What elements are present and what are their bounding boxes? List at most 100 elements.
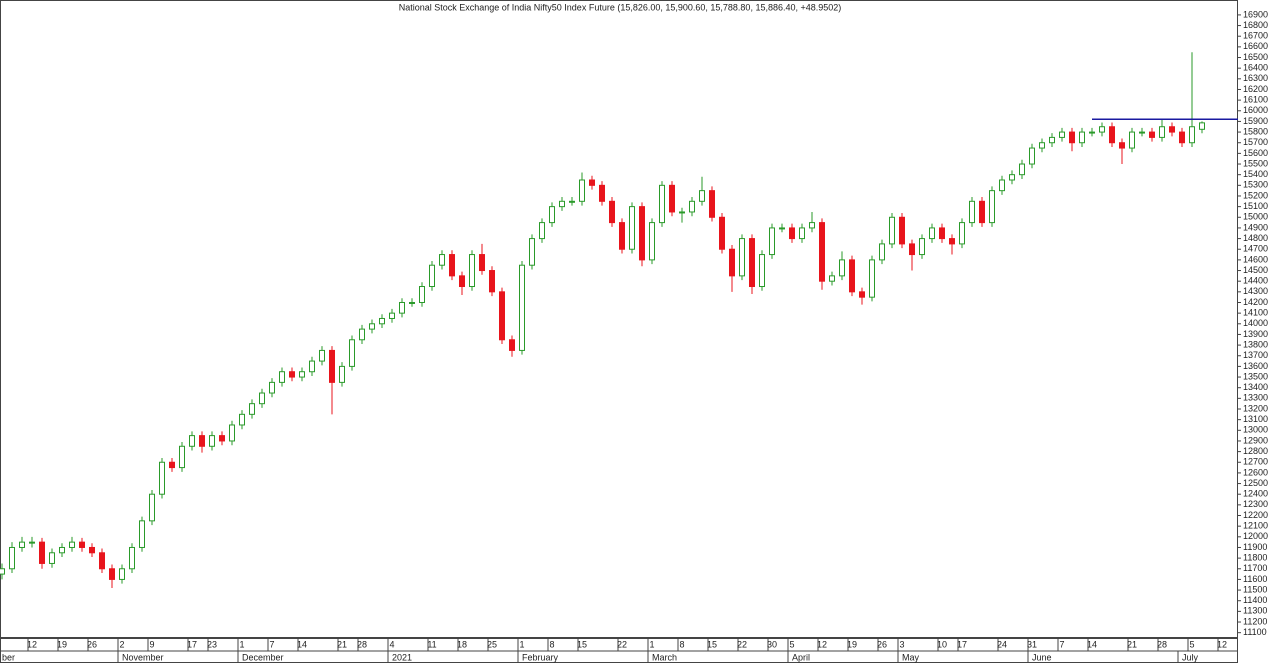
candle-body — [1159, 126, 1165, 138]
x-tick-label: 25 — [487, 639, 497, 649]
y-tick-label: 12000 — [1243, 531, 1268, 541]
y-tick-label: 13900 — [1243, 329, 1268, 339]
candle-body — [449, 254, 455, 277]
candle-body — [1009, 174, 1015, 181]
candle-body — [339, 365, 345, 383]
candle-body — [1079, 131, 1085, 144]
chart-title: National Stock Exchange of India Nifty50… — [399, 2, 842, 12]
candle-body — [1199, 122, 1205, 130]
x-tick-label: 7 — [1059, 639, 1064, 649]
candle-body — [249, 403, 255, 415]
candle-body — [359, 328, 365, 341]
month-label: June — [1032, 652, 1052, 662]
y-tick-label: 11900 — [1243, 542, 1267, 552]
candle-body — [519, 264, 525, 351]
candle-body — [749, 238, 755, 288]
y-tick-label: 16600 — [1243, 41, 1268, 51]
candle-body — [769, 227, 775, 256]
candle-body — [809, 222, 815, 229]
x-tick-label: 1 — [239, 639, 244, 649]
candle-body — [79, 541, 85, 548]
x-tick-label: 17 — [187, 639, 197, 649]
y-tick-label: 14400 — [1243, 276, 1268, 286]
candle-body — [129, 546, 135, 570]
candle-body — [689, 200, 695, 213]
candle-body — [439, 254, 445, 266]
y-tick-label: 13600 — [1243, 361, 1268, 371]
candle-body — [499, 291, 505, 341]
x-tick-label: 7 — [269, 639, 274, 649]
candle-body — [759, 254, 765, 288]
month-label: May — [902, 652, 920, 662]
candle-body — [209, 435, 215, 447]
candle-body — [739, 238, 745, 277]
y-tick-label: 15100 — [1243, 201, 1268, 211]
candle-body — [1189, 126, 1195, 144]
candle-body — [969, 200, 975, 224]
x-tick-label: 4 — [389, 639, 394, 649]
candle-body — [269, 381, 275, 394]
y-tick-label: 11200 — [1243, 616, 1267, 626]
candle-body — [1089, 131, 1095, 134]
candle-body — [49, 552, 55, 564]
x-tick-label: 5 — [789, 639, 794, 649]
candle-body — [399, 301, 405, 314]
y-tick-label: 12200 — [1243, 510, 1268, 520]
x-tick-label: 8 — [549, 639, 554, 649]
y-tick-label: 15200 — [1243, 190, 1268, 200]
candle-body — [669, 184, 675, 213]
candle-body — [239, 413, 245, 426]
y-tick-label: 14700 — [1243, 244, 1268, 254]
candle-body — [309, 360, 315, 373]
x-tick-label: 18 — [457, 639, 467, 649]
x-tick-label: 22 — [617, 639, 627, 649]
month-label: March — [652, 652, 677, 662]
y-tick-label: 12400 — [1243, 489, 1268, 499]
candle-body — [839, 259, 845, 277]
x-tick-label: 31 — [1027, 639, 1037, 649]
candle-body — [19, 541, 25, 548]
y-tick-label: 12800 — [1243, 446, 1268, 456]
y-tick-label: 12600 — [1243, 467, 1268, 477]
y-tick-label: 11800 — [1243, 552, 1267, 562]
y-tick-label: 14100 — [1243, 308, 1268, 318]
candle-body — [1149, 131, 1155, 138]
y-tick-label: 15700 — [1243, 137, 1268, 147]
y-tick-label: 15600 — [1243, 148, 1268, 158]
x-tick-label: 21 — [1127, 639, 1137, 649]
candle-body — [149, 493, 155, 522]
candle-body — [729, 248, 735, 277]
candle-body — [649, 222, 655, 261]
y-tick-label: 13800 — [1243, 339, 1268, 349]
y-tick-label: 13000 — [1243, 425, 1268, 435]
candle-body — [1129, 131, 1135, 149]
y-tick-label: 13700 — [1243, 350, 1268, 360]
candle-body — [279, 371, 285, 383]
candle-body — [709, 190, 715, 218]
candle-body — [999, 179, 1005, 192]
x-tick-label: 28 — [357, 639, 367, 649]
y-tick-label: 13300 — [1243, 393, 1268, 403]
x-tick-label: 1 — [519, 639, 524, 649]
x-tick-label: 8 — [679, 639, 684, 649]
x-tick-label: 17 — [957, 639, 967, 649]
y-tick-label: 16500 — [1243, 52, 1268, 62]
candle-body — [979, 200, 985, 224]
candle-body — [109, 568, 115, 580]
candle-body — [889, 216, 895, 245]
y-tick-label: 16000 — [1243, 105, 1268, 115]
candle-body — [1139, 131, 1145, 134]
x-tick-label: 2 — [119, 639, 124, 649]
candle-body — [609, 200, 615, 224]
candle-body — [589, 179, 595, 186]
candle-body — [479, 254, 485, 272]
candle-body — [1169, 126, 1175, 133]
candle-body — [159, 461, 165, 495]
candle-body — [529, 238, 535, 266]
candle-body — [849, 259, 855, 293]
candle-body — [289, 371, 295, 378]
y-tick-label: 16900 — [1243, 9, 1268, 19]
candle-body — [169, 461, 175, 469]
x-tick-label: 19 — [57, 639, 67, 649]
candle-body — [789, 227, 795, 240]
